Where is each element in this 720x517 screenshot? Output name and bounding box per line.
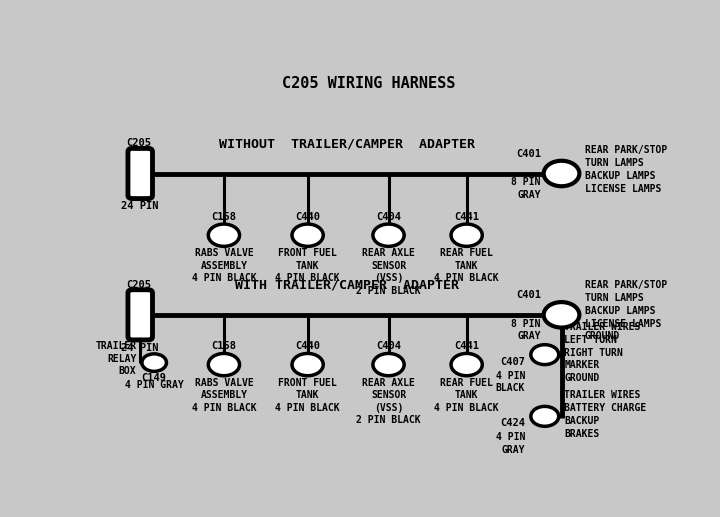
Text: C407: C407	[500, 357, 526, 367]
Text: 8 PIN
GRAY: 8 PIN GRAY	[511, 177, 541, 200]
Text: C149: C149	[142, 373, 166, 383]
FancyBboxPatch shape	[128, 290, 153, 340]
Text: C205: C205	[127, 139, 152, 148]
Circle shape	[142, 354, 166, 371]
Text: WITHOUT  TRAILER/CAMPER  ADAPTER: WITHOUT TRAILER/CAMPER ADAPTER	[219, 137, 474, 150]
Text: C205 WIRING HARNESS: C205 WIRING HARNESS	[282, 76, 456, 91]
Text: REAR AXLE
SENSOR
(VSS)
2 PIN BLACK: REAR AXLE SENSOR (VSS) 2 PIN BLACK	[356, 378, 421, 425]
Circle shape	[373, 224, 404, 247]
Text: REAR AXLE
SENSOR
(VSS)
2 PIN BLACK: REAR AXLE SENSOR (VSS) 2 PIN BLACK	[356, 248, 421, 296]
Circle shape	[544, 161, 580, 186]
Text: C404: C404	[376, 341, 401, 352]
Circle shape	[373, 354, 404, 376]
Text: REAR FUEL
TANK
4 PIN BLACK: REAR FUEL TANK 4 PIN BLACK	[434, 378, 499, 413]
Text: C401: C401	[516, 290, 541, 300]
Circle shape	[208, 224, 240, 247]
Text: REAR PARK/STOP
TURN LAMPS
BACKUP LAMPS
LICENSE LAMPS: REAR PARK/STOP TURN LAMPS BACKUP LAMPS L…	[585, 145, 667, 194]
Circle shape	[292, 354, 323, 376]
Text: REAR FUEL
TANK
4 PIN BLACK: REAR FUEL TANK 4 PIN BLACK	[434, 248, 499, 283]
Text: 4 PIN GRAY: 4 PIN GRAY	[125, 380, 184, 390]
Text: TRAILER WIRES
BATTERY CHARGE
BACKUP
BRAKES: TRAILER WIRES BATTERY CHARGE BACKUP BRAK…	[564, 390, 647, 438]
Text: 24 PIN: 24 PIN	[122, 202, 159, 211]
Circle shape	[208, 354, 240, 376]
Text: 24 PIN: 24 PIN	[122, 343, 159, 353]
Circle shape	[531, 406, 559, 427]
Text: C440: C440	[295, 212, 320, 222]
Text: C205: C205	[127, 280, 152, 290]
Text: TRAILER WIRES
LEFT TURN
RIGHT TURN
MARKER
GROUND: TRAILER WIRES LEFT TURN RIGHT TURN MARKE…	[564, 322, 641, 383]
Circle shape	[451, 224, 482, 247]
Text: REAR PARK/STOP
TURN LAMPS
BACKUP LAMPS
LICENSE LAMPS
GROUND: REAR PARK/STOP TURN LAMPS BACKUP LAMPS L…	[585, 280, 667, 341]
Circle shape	[544, 302, 580, 328]
Text: C440: C440	[295, 341, 320, 352]
Text: TRAILER
RELAY
BOX: TRAILER RELAY BOX	[95, 341, 136, 376]
Text: C441: C441	[454, 212, 479, 222]
Text: C158: C158	[212, 212, 236, 222]
Text: RABS VALVE
ASSEMBLY
4 PIN BLACK: RABS VALVE ASSEMBLY 4 PIN BLACK	[192, 248, 256, 283]
Text: C404: C404	[376, 212, 401, 222]
Text: 4 PIN
GRAY: 4 PIN GRAY	[496, 432, 526, 454]
Circle shape	[531, 345, 559, 364]
Circle shape	[292, 224, 323, 247]
Text: C441: C441	[454, 341, 479, 352]
Text: FRONT FUEL
TANK
4 PIN BLACK: FRONT FUEL TANK 4 PIN BLACK	[275, 248, 340, 283]
Text: FRONT FUEL
TANK
4 PIN BLACK: FRONT FUEL TANK 4 PIN BLACK	[275, 378, 340, 413]
FancyBboxPatch shape	[128, 148, 153, 199]
Text: C401: C401	[516, 149, 541, 159]
Text: RABS VALVE
ASSEMBLY
4 PIN BLACK: RABS VALVE ASSEMBLY 4 PIN BLACK	[192, 378, 256, 413]
Circle shape	[451, 354, 482, 376]
Text: C424: C424	[500, 418, 526, 428]
Text: 8 PIN
GRAY: 8 PIN GRAY	[511, 318, 541, 341]
Text: WITH TRAILER/CAMPER  ADAPTER: WITH TRAILER/CAMPER ADAPTER	[235, 279, 459, 292]
Text: C158: C158	[212, 341, 236, 352]
Text: 4 PIN
BLACK: 4 PIN BLACK	[496, 371, 526, 393]
